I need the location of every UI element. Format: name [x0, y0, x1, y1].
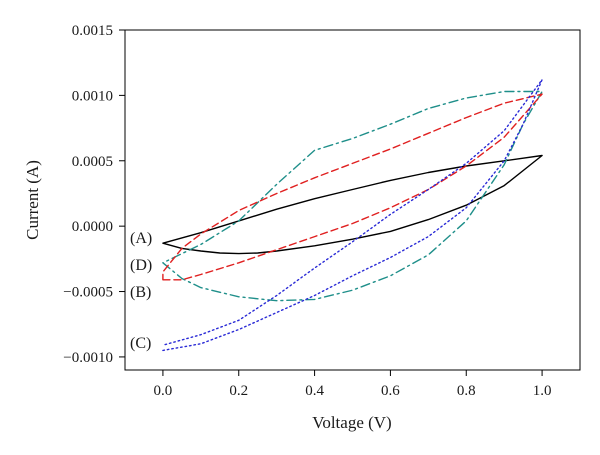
- series-c-curve: [162, 78, 543, 352]
- x-tick-label: 0.4: [305, 383, 324, 399]
- x-tick-label: 1.0: [533, 383, 552, 399]
- y-tick-label: 0.0010: [72, 88, 113, 104]
- y-tick-label: −0.0010: [63, 350, 113, 366]
- x-axis-label: Voltage (V): [312, 413, 391, 432]
- curves: [162, 78, 543, 352]
- tick-labels: 0.0 0.2 0.4 0.6 0.8 1.0 −0.0010 −0.0005 0.0000 0.…: [63, 23, 551, 399]
- curve-label-a: (A): [130, 230, 152, 247]
- y-tick-label: 0.0005: [72, 154, 113, 170]
- curve-label-c: (C): [130, 335, 151, 352]
- series-d-curve: [162, 90, 543, 302]
- y-tick-label: −0.0005: [63, 285, 113, 301]
- series-a-curve: [162, 154, 543, 255]
- curve-label-d: (D): [130, 257, 152, 274]
- y-tick-label: 0.0000: [72, 219, 113, 235]
- y-tick-label: 0.0015: [72, 23, 113, 39]
- x-tick-label: 0.2: [229, 383, 248, 399]
- axis-ticks: [119, 29, 543, 376]
- curve-label-b: (B): [130, 284, 151, 301]
- x-tick-label: 0.8: [457, 383, 476, 399]
- series-b-curve: [162, 93, 543, 281]
- plot-frame: [124, 29, 581, 371]
- y-axis-label: Current (A): [23, 160, 42, 240]
- x-tick-label: 0.0: [154, 383, 173, 399]
- x-tick-label: 0.6: [381, 383, 400, 399]
